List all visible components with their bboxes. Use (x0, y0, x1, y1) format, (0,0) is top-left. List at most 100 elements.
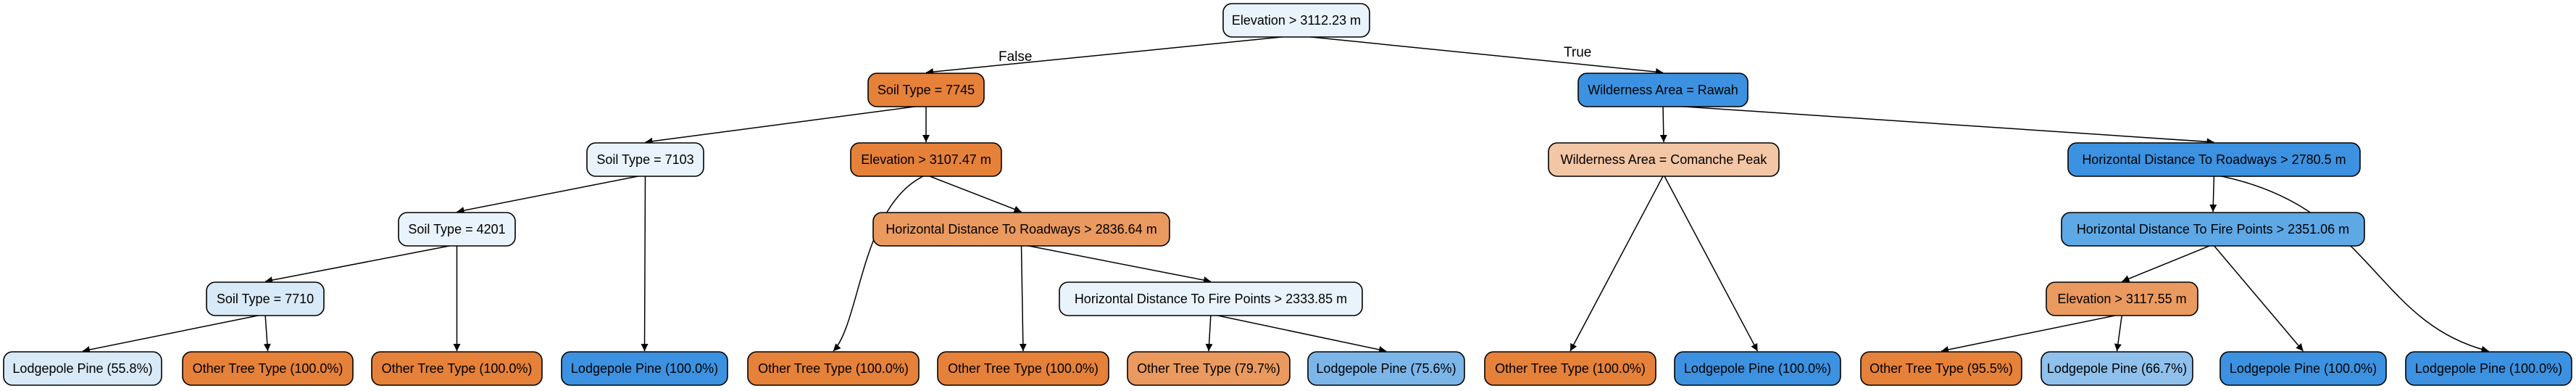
edge-n6-to-l14 (2214, 174, 2489, 353)
edge-n2-to-n5 (1659, 104, 1667, 143)
node-label: Horizontal Distance To Roadways > 2836.6… (885, 222, 1156, 236)
node-label: Lodgepole Pine (55.8%) (12, 361, 152, 376)
leaf-node-l7: Other Tree Type (79.7%) (1127, 351, 1291, 386)
node-label: Lodgepole Pine (66.7%) (2047, 361, 2187, 376)
node-label: Soil Type = 7710 (217, 292, 314, 306)
node-label: Other Tree Type (100.0%) (1495, 361, 1646, 376)
node-box (1127, 351, 1291, 386)
decision-node-n12: Elevation > 3117.55 m (2046, 281, 2198, 316)
edge-n0-to-n1 (925, 35, 1297, 75)
decision-node-n8: Horizontal Distance To Roadways > 2836.6… (872, 212, 1170, 247)
edge-n0-to-n2 (1296, 35, 1664, 75)
leaf-node-l2: Other Tree Type (100.0%) (182, 351, 354, 386)
node-box (937, 351, 1109, 386)
edge-n9-to-n12 (2122, 244, 2214, 282)
node-label: Other Tree Type (95.5%) (1870, 361, 2013, 376)
leaf-node-l5: Other Tree Type (100.0%) (747, 351, 920, 386)
node-box (1577, 73, 1748, 107)
node-label: Elevation > 3117.55 m (2057, 292, 2186, 306)
node-label: Lodgepole Pine (75.6%) (1316, 361, 1456, 376)
edge-n9-to-l13 (2212, 244, 2304, 352)
node-label: Soil Type = 7103 (596, 152, 693, 167)
leaf-node-l4: Lodgepole Pine (100.0%) (561, 351, 728, 386)
edge-n11-to-l7 (1205, 313, 1213, 352)
nodes-layer: Elevation > 3112.23 m Soil Type = 7745 Wil… (3, 3, 2572, 386)
leaf-node-l10: Lodgepole Pine (100.0%) (1674, 351, 1841, 386)
node-box (182, 351, 354, 386)
node-box (867, 73, 985, 107)
node-label: Other Tree Type (100.0%) (758, 361, 909, 376)
edge-n4-to-n8 (925, 174, 1022, 213)
node-box (1860, 351, 2022, 386)
edge-n12-to-l11 (1941, 313, 2122, 353)
edges-layer (82, 35, 2489, 353)
node-box (747, 351, 920, 386)
decision-node-n10: Soil Type = 7710 (206, 281, 325, 316)
node-label: Wilderness Area = Comanche Peak (1561, 152, 1768, 167)
edge-n11-to-l8 (1210, 313, 1387, 353)
edge-n2-to-n6 (1662, 104, 2214, 146)
node-label: Elevation > 3107.47 m (861, 152, 991, 167)
node-box (2405, 351, 2572, 386)
node-label: Horizontal Distance To Roadways > 2780.5… (2082, 152, 2346, 167)
node-label: Horizontal Distance To Fire Points > 233… (1075, 292, 1347, 306)
edge-label-true: True (1564, 45, 1591, 60)
decision-node-n0: Elevation > 3112.23 m (1222, 3, 1370, 38)
leaf-node-l12: Lodgepole Pine (66.7%) (2041, 351, 2193, 386)
node-box (206, 281, 325, 316)
decision-node-n3: Soil Type = 7103 (586, 142, 704, 177)
node-box (2067, 142, 2361, 177)
edge-n1-to-n3 (645, 104, 927, 145)
edge-n4-to-l5 (833, 174, 927, 352)
node-box (398, 212, 516, 247)
decision-node-n2: Wilderness Area = Rawah (1577, 73, 1748, 107)
node-box (2219, 351, 2387, 386)
edge-n10-to-l2 (263, 313, 271, 352)
node-box (1059, 281, 1363, 316)
decision-node-n5: Wilderness Area = Comanche Peak (1548, 142, 1780, 177)
node-label: Lodgepole Pine (100.0%) (571, 361, 718, 376)
node-label: Other Tree Type (100.0%) (193, 361, 343, 376)
leaf-node-l9: Other Tree Type (100.0%) (1484, 351, 1656, 386)
node-label: Soil Type = 7745 (878, 83, 975, 97)
node-label: Lodgepole Pine (100.0%) (1684, 361, 1831, 376)
node-label: Other Tree Type (100.0%) (948, 361, 1099, 376)
node-label: Lodgepole Pine (100.0%) (2415, 361, 2562, 376)
node-box (2061, 212, 2365, 247)
edge-n8-to-l6 (1019, 244, 1027, 352)
node-box (371, 351, 543, 386)
decision-node-n11: Horizontal Distance To Fire Points > 233… (1059, 281, 1363, 316)
leaf-node-l1: Lodgepole Pine (55.8%) (3, 351, 162, 386)
node-box (561, 351, 728, 386)
node-label: Elevation > 3112.23 m (1232, 13, 1361, 28)
edge-n5-to-l9 (1570, 174, 1664, 352)
node-label: Other Tree Type (100.0%) (382, 361, 533, 376)
leaf-node-l6: Other Tree Type (100.0%) (937, 351, 1109, 386)
leaf-node-l11: Other Tree Type (95.5%) (1860, 351, 2022, 386)
node-box (1484, 351, 1656, 386)
edge-n8-to-n11 (1021, 244, 1212, 284)
node-box (872, 212, 1170, 247)
edge-n7-to-n10 (264, 244, 457, 284)
node-box (1307, 351, 1465, 386)
decision-node-n1: Soil Type = 7745 (867, 73, 985, 107)
decision-node-n9: Horizontal Distance To Fire Points > 235… (2061, 212, 2365, 247)
leaf-node-l3: Other Tree Type (100.0%) (371, 351, 543, 386)
decision-node-n4: Elevation > 3107.47 m (850, 142, 1002, 177)
node-label: Lodgepole Pine (100.0%) (2230, 361, 2377, 376)
node-label: Wilderness Area = Rawah (1588, 83, 1738, 97)
edge-n12-to-l12 (2114, 313, 2123, 352)
edge-n3-to-l4 (641, 174, 649, 352)
node-label: Horizontal Distance To Fire Points > 235… (2077, 222, 2349, 236)
edge-n3-to-n7 (457, 174, 646, 214)
node-box (1222, 3, 1370, 38)
node-box (3, 351, 162, 386)
node-box (1674, 351, 1841, 386)
edge-n5-to-l10 (1663, 174, 1759, 352)
leaf-node-l13: Lodgepole Pine (100.0%) (2219, 351, 2387, 386)
node-label: Soil Type = 4201 (408, 222, 505, 236)
edge-n6-to-n9 (2209, 174, 2217, 213)
node-box (850, 142, 1002, 177)
edge-labels-layer: False True (999, 45, 1591, 65)
